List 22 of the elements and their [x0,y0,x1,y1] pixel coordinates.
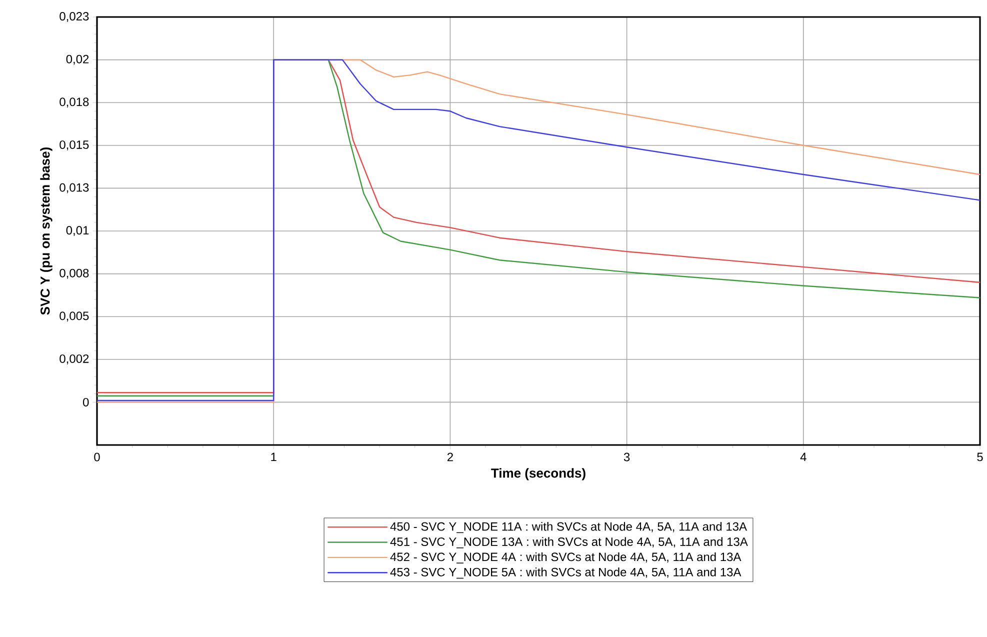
y-tick-label: 0,005 [60,312,89,322]
y-axis-title: SVC Y (pu on system base) [40,147,52,315]
y-tick-label: 0,015 [60,140,89,150]
legend-label: 452 - SVC Y_NODE 4A : with SVCs at Node 4A, 5A, 11A and 13A [390,552,742,564]
y-tick-label: 0,013 [60,183,89,194]
y-tick-label: 0,018 [60,98,89,108]
x-tick-label: 5 [977,452,983,462]
legend-label: 451 - SVC Y_NODE 13A : with SVCs at Node 4A, 5A, 11A and 13A [390,537,748,548]
x-tick-label: 1 [271,452,276,462]
x-axis-title: Time (seconds) [491,468,586,480]
y-tick-label: 0,02 [66,54,89,65]
x-tick-label: 4 [800,452,806,462]
legend-label: 453 - SVC Y_NODE 5A : with SVCs at Node 4A, 5A, 11A and 13A [390,568,742,579]
x-tick-label: 3 [624,452,630,462]
x-tick-label: 2 [447,452,453,462]
y-tick-label: 0,023 [60,12,89,22]
y-tick-label: 0,002 [60,354,89,364]
y-tick-label: 0 [82,398,89,406]
y-tick-label: 0,01 [66,226,89,236]
y-tick-label: 0,008 [60,268,89,279]
x-tick-label: 0 [94,452,100,462]
legend-label: 450 - SVC Y_NODE 11A : with SVCs at Node 4A, 5A, 11A and 13A [390,522,748,534]
